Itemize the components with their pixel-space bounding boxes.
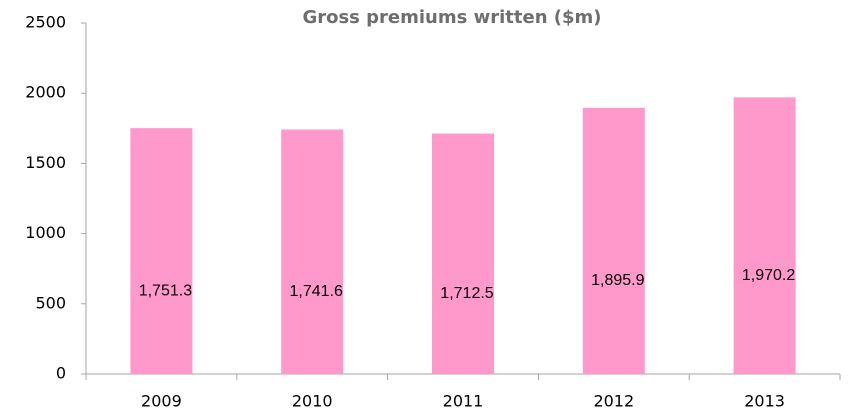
y-tick-label: 1500 <box>25 153 66 172</box>
bar <box>582 107 645 374</box>
bar <box>281 129 344 374</box>
chart-title: Gross premiums written ($m) <box>302 7 601 28</box>
y-tick-label: 2000 <box>25 83 66 102</box>
y-tick-label: 500 <box>35 293 66 312</box>
data-label: 1,895.9 <box>591 272 644 289</box>
data-label: 1,970.2 <box>742 267 795 284</box>
x-tick-label: 2009 <box>141 392 182 411</box>
x-tick-label: 2011 <box>443 392 484 411</box>
y-tick-label: 2500 <box>25 13 66 32</box>
data-label: 1,712.5 <box>440 285 493 302</box>
y-tick-label: 0 <box>56 364 66 383</box>
x-tick-label: 2013 <box>744 392 785 411</box>
bar <box>733 97 796 375</box>
data-label: 1,751.3 <box>139 282 192 299</box>
y-tick-label: 1000 <box>25 223 66 242</box>
x-tick-label: 2010 <box>292 392 333 411</box>
bar <box>432 133 494 374</box>
data-label: 1,741.6 <box>290 283 343 300</box>
bar <box>130 128 193 374</box>
x-tick-label: 2012 <box>593 392 634 411</box>
